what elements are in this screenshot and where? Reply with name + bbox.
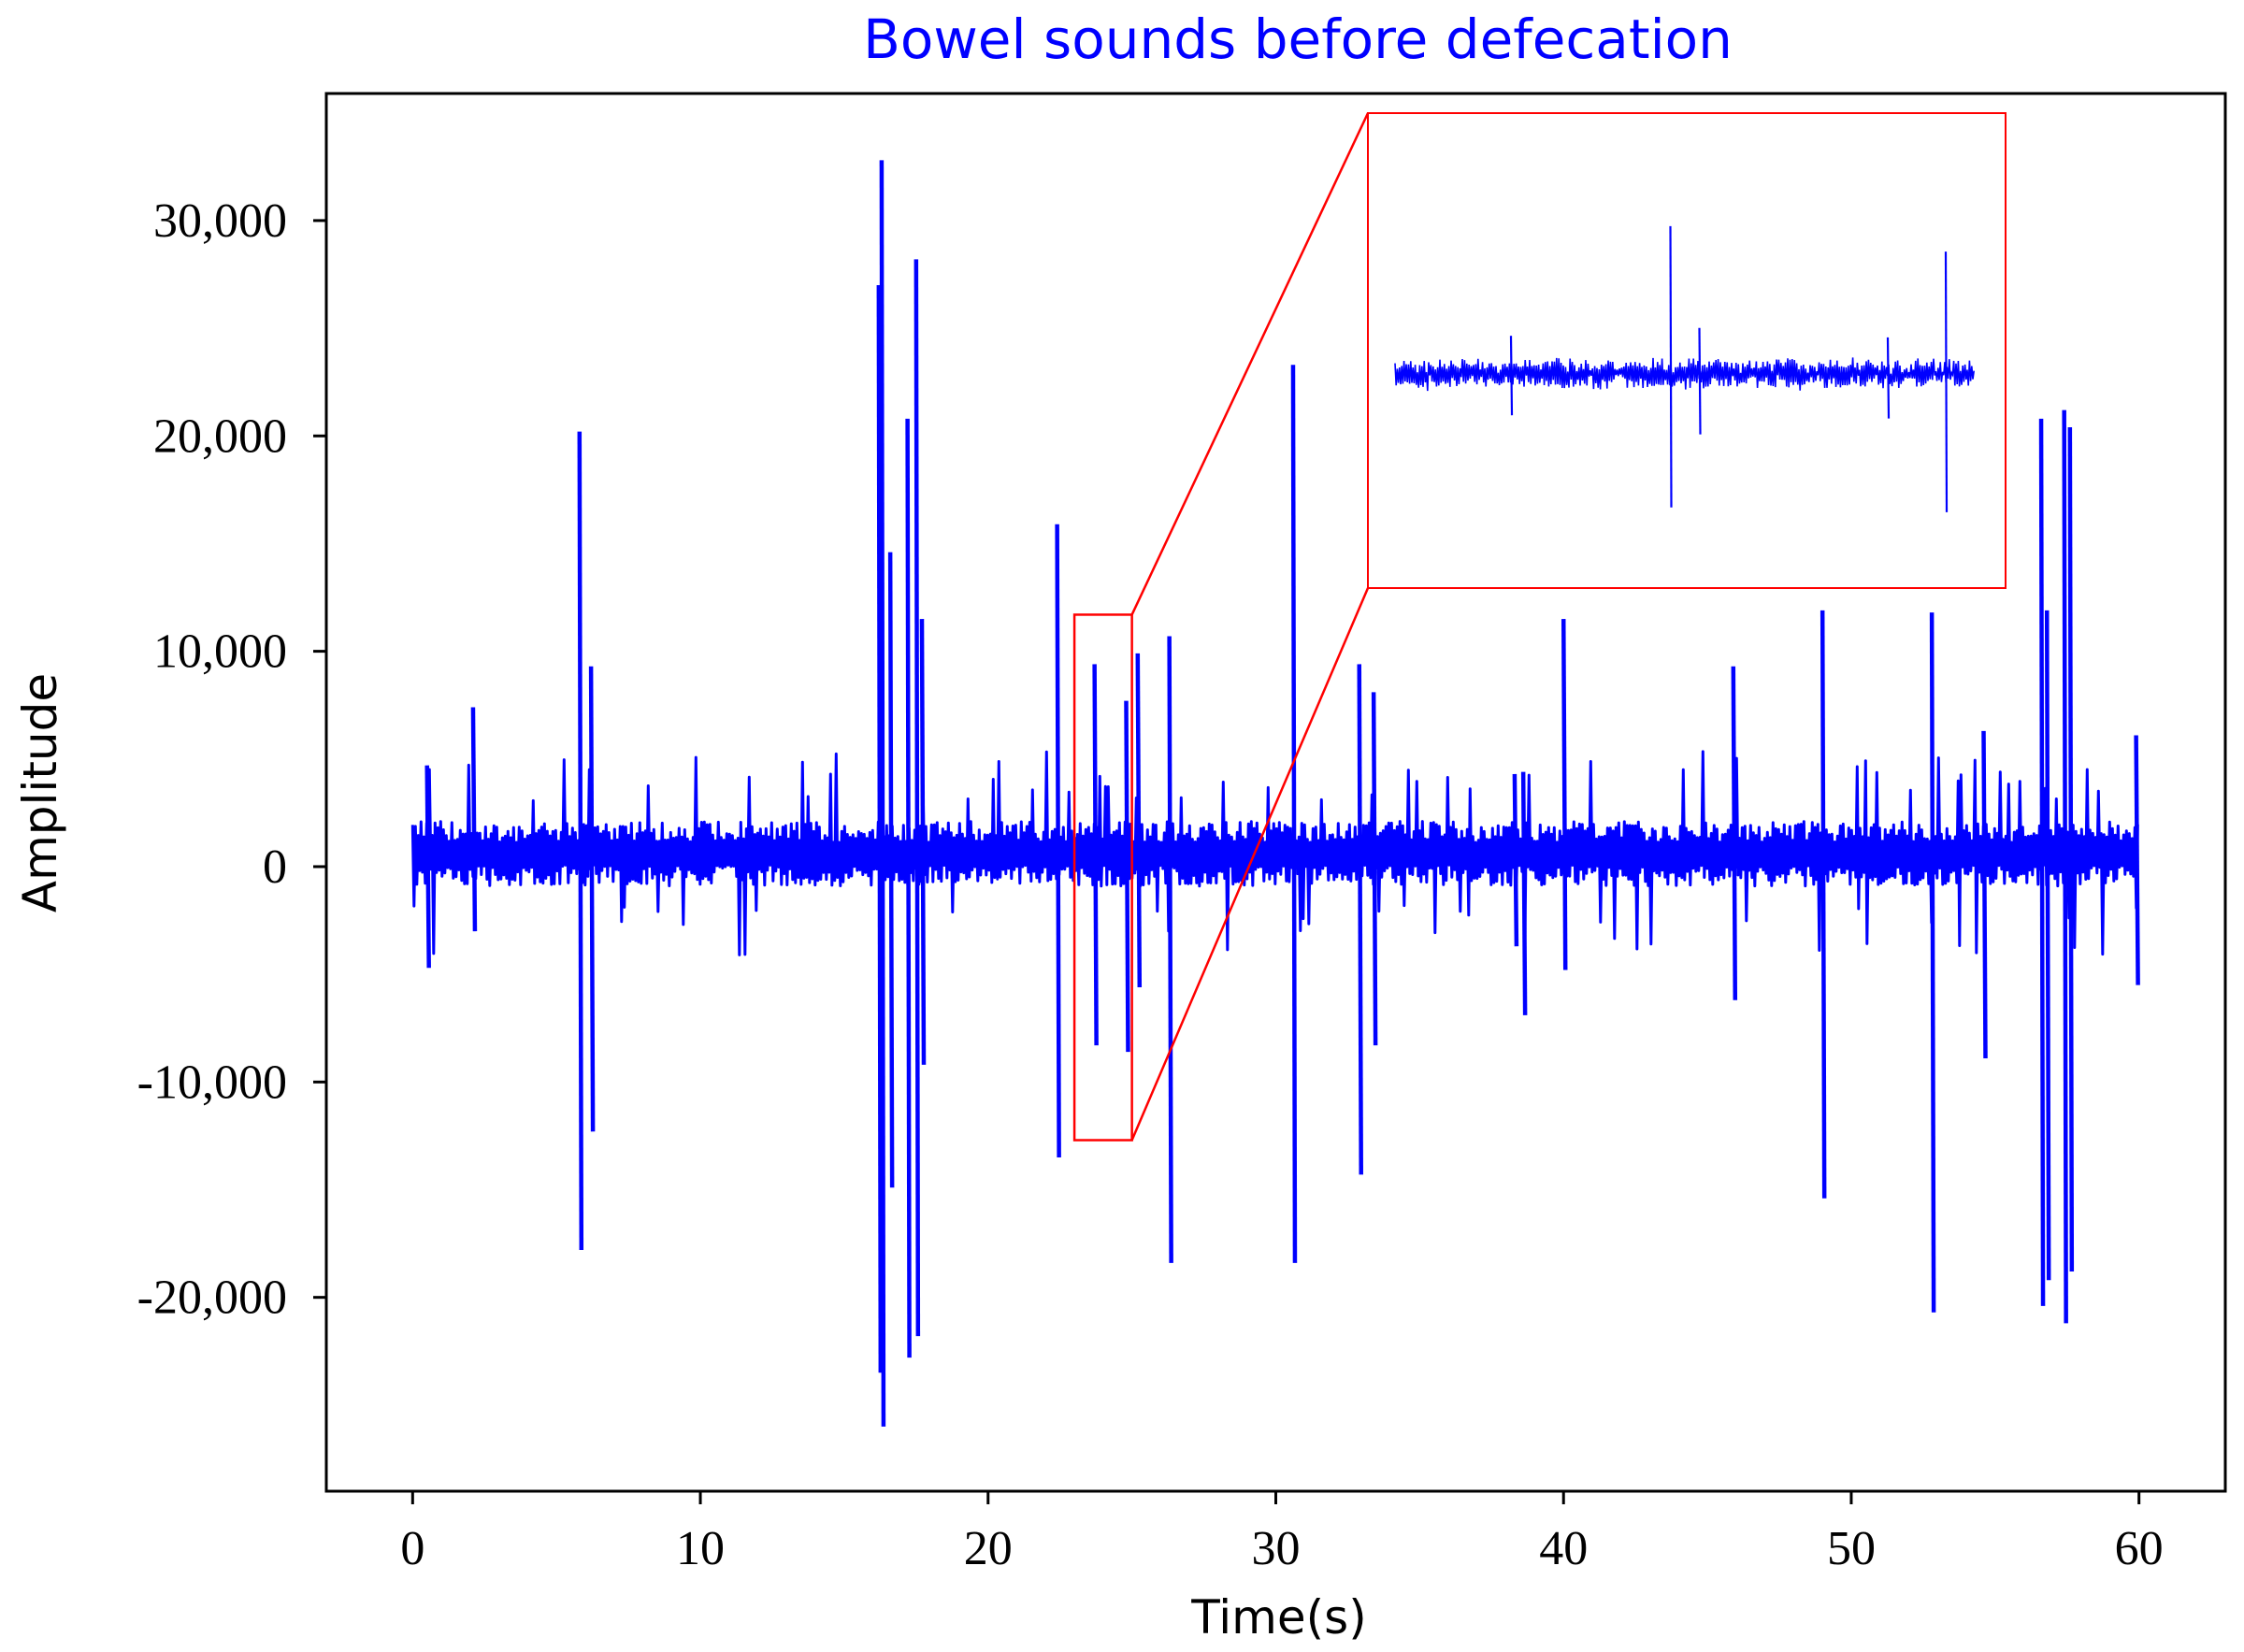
inset-frame xyxy=(1367,112,2007,589)
signal-spike-23 xyxy=(1820,610,1827,1199)
x-tick-label-30: 30 xyxy=(1252,1522,1301,1575)
signal-spike-8 xyxy=(905,418,912,1358)
signal-layer xyxy=(410,750,2139,958)
inset-spike-1 xyxy=(1509,336,1514,416)
y-tick-label-0: 0 xyxy=(263,840,287,894)
signal-spike-4 xyxy=(588,666,596,1132)
signal-spike-19 xyxy=(1512,773,1519,947)
signal-spike-16 xyxy=(1290,365,1298,1263)
zoom-connector-bottom xyxy=(1130,587,1370,1142)
signal-spike-6 xyxy=(879,160,886,1427)
x-axis-label: Time(s) xyxy=(1190,1590,1366,1645)
signal-spike-22 xyxy=(1731,666,1738,1000)
signal-spike-10 xyxy=(919,619,927,1065)
signal-spike-26 xyxy=(2038,418,2046,1306)
inset-trace xyxy=(1394,357,1975,392)
signal-spike-7 xyxy=(887,552,895,1188)
signal-spike-28 xyxy=(2062,409,2068,1324)
inset-spike-2 xyxy=(1669,225,1673,508)
x-tick-label-50: 50 xyxy=(1827,1522,1876,1575)
x-tick-label-20: 20 xyxy=(964,1522,1013,1575)
signal-spike-29 xyxy=(2067,427,2075,1272)
signal-spike-27 xyxy=(2044,610,2051,1281)
signal-spike-20 xyxy=(1520,771,1528,1015)
inset-spike-4 xyxy=(1886,337,1891,419)
y-tick-label--10,000: -10,000 xyxy=(137,1056,287,1109)
x-axis: 0 10 20 30 40 50 60 xyxy=(400,1491,2164,1575)
y-tick-label-10,000: 10,000 xyxy=(153,625,287,679)
x-tick-label-10: 10 xyxy=(676,1522,725,1575)
signal-spike-3 xyxy=(577,431,584,1251)
signal-trace xyxy=(410,750,2139,958)
signal-spike-25 xyxy=(1981,730,1988,1059)
signal-spike-1 xyxy=(424,765,431,969)
signal-spike-21 xyxy=(1561,619,1568,970)
y-axis: -20,000 -10,000 0 10,000 20,000 30,000 xyxy=(137,194,326,1325)
signal-spike-12 xyxy=(1092,664,1099,1046)
y-tick-label--20,000: -20,000 xyxy=(137,1271,287,1325)
chart-title: Bowel sounds before defecation xyxy=(863,7,1733,71)
signal-spike-14 xyxy=(1135,653,1143,987)
inset-spike-3 xyxy=(1698,327,1702,435)
signal-spike-30 xyxy=(2134,735,2140,985)
signal-spike-5 xyxy=(876,285,884,1373)
x-tick-label-60: 60 xyxy=(2115,1522,2164,1575)
signal-spike-24 xyxy=(1929,612,1936,1313)
inset-spike-5 xyxy=(1944,251,1949,512)
spike-layer xyxy=(424,160,2140,1427)
signal-spike-11 xyxy=(1055,524,1061,1157)
zoom-region-box xyxy=(1072,613,1133,1142)
signal-spike-9 xyxy=(913,259,921,1337)
signal-spike-18 xyxy=(1371,692,1378,1046)
zoom-connector-top xyxy=(1130,112,1370,615)
signal-spike-15 xyxy=(1167,636,1173,1263)
y-axis-label: Amplitude xyxy=(13,673,67,912)
x-tick-label-0: 0 xyxy=(400,1522,424,1575)
zoom-layer xyxy=(1072,112,2007,1142)
signal-spike-2 xyxy=(470,707,478,932)
y-tick-label-30,000: 30,000 xyxy=(153,194,287,248)
x-tick-label-40: 40 xyxy=(1539,1522,1588,1575)
signal-spike-17 xyxy=(1357,664,1363,1175)
y-tick-label-20,000: 20,000 xyxy=(153,409,287,463)
signal-spike-13 xyxy=(1124,700,1130,1053)
